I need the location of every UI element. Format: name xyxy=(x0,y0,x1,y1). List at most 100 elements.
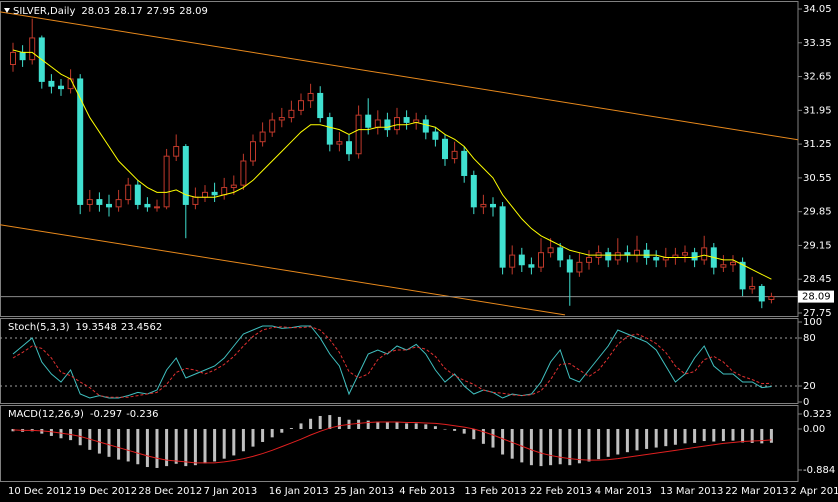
last-close: 28.09 xyxy=(179,6,208,17)
candle-body xyxy=(182,146,189,205)
macd-bar xyxy=(357,419,361,429)
macd-bar xyxy=(693,428,697,443)
macd-bar xyxy=(443,428,447,430)
candle-body xyxy=(701,247,708,261)
main-panel xyxy=(0,11,798,316)
last-low: 27.95 xyxy=(147,6,176,17)
x-tick-label: 22 Mar 2013 xyxy=(725,486,788,497)
candle-body xyxy=(634,249,640,256)
candle-body xyxy=(192,196,199,205)
macd-bar xyxy=(625,428,629,453)
y-tick-label: 32.65 xyxy=(803,72,832,83)
macd-bar xyxy=(97,428,101,454)
macd-bar xyxy=(78,428,82,446)
candle-body xyxy=(19,51,26,61)
macd-bar xyxy=(222,428,226,459)
macd-bar xyxy=(731,428,735,441)
macd-bar xyxy=(174,428,178,464)
candle-body xyxy=(307,92,314,102)
last-high: 28.17 xyxy=(114,6,143,17)
x-tick-label: 16 Jan 2013 xyxy=(269,486,329,497)
axes: 28.09 10 Dec 2012 19 Dec 2012 28 Dec 2012 7 … xyxy=(8,4,838,497)
macd-header: MACD(12,26,9) -0.297 -0.236 xyxy=(8,409,158,420)
candle-body xyxy=(653,257,660,261)
candle-body xyxy=(499,206,506,268)
macd-bar xyxy=(261,428,265,442)
candle-body xyxy=(528,264,535,268)
candle-body xyxy=(230,184,237,189)
macd-bar xyxy=(136,428,140,465)
macd-bar xyxy=(462,428,466,434)
candle-body xyxy=(144,203,151,208)
macd-bar xyxy=(337,416,341,429)
x-tick-label: 13 Feb 2013 xyxy=(464,486,526,497)
macd-bar xyxy=(165,428,169,467)
macd-bar xyxy=(510,428,514,459)
macd-bar xyxy=(606,428,610,457)
candle-body xyxy=(557,247,564,261)
x-tick-label: 22 Feb 2013 xyxy=(530,486,592,497)
price-marker xyxy=(798,290,834,303)
macd-bar xyxy=(241,428,245,452)
x-tick-label: 19 Dec 2012 xyxy=(73,486,137,497)
candle-body xyxy=(374,119,381,128)
signal-line xyxy=(12,421,772,464)
macd-bar xyxy=(760,428,764,444)
candle-body xyxy=(250,141,256,162)
candle-body xyxy=(269,119,276,133)
candle-body xyxy=(643,249,650,259)
macd-bar xyxy=(616,428,620,455)
macd-panel xyxy=(11,415,773,468)
macd-bar xyxy=(203,428,207,464)
candle-body xyxy=(211,191,218,196)
macd-bar xyxy=(539,428,543,467)
x-tick-label: 7 Jan 2013 xyxy=(204,486,258,497)
y-tick-label: 0 xyxy=(803,397,809,408)
macd-bar xyxy=(184,428,188,467)
candle-body xyxy=(470,174,477,208)
candle-body xyxy=(240,160,247,186)
macd-bar xyxy=(193,428,197,466)
macd-bar xyxy=(385,422,389,429)
signal-last: -0.236 xyxy=(126,409,158,420)
x-tick-label: 13 Mar 2013 xyxy=(660,486,723,497)
candle-body xyxy=(394,117,400,131)
macd-bar xyxy=(328,415,332,429)
candle-body xyxy=(480,203,487,208)
macd-bar xyxy=(721,428,725,442)
macd-bar xyxy=(702,428,706,442)
y-tick-label: 29.15 xyxy=(803,240,832,251)
x-tick-label: 25 Jan 2013 xyxy=(334,486,394,497)
macd-bar xyxy=(568,428,572,466)
candle-body xyxy=(317,92,324,119)
candle-body xyxy=(259,131,266,143)
candle-body xyxy=(422,119,429,133)
candle-body xyxy=(278,117,285,121)
indicator-line xyxy=(12,325,772,399)
symbol-title: SILVER,Daily xyxy=(13,6,75,17)
panel-frames xyxy=(0,1,799,482)
candle-body xyxy=(115,199,122,208)
y-tick-label: 29.85 xyxy=(803,207,832,218)
candle-body xyxy=(720,264,727,268)
x-tick-label: 2 Apr 2013 xyxy=(790,486,838,497)
macd-bar xyxy=(750,428,754,443)
candle-body xyxy=(288,109,295,119)
candle-body xyxy=(221,187,228,196)
macd-bar xyxy=(664,428,668,447)
candle-body xyxy=(682,252,688,256)
stoch-panel-frame xyxy=(0,318,799,404)
candle-body xyxy=(346,141,352,155)
macd-bar xyxy=(712,428,716,442)
candle-body xyxy=(10,51,16,65)
y-tick-label: 31.95 xyxy=(803,105,832,116)
candle-body xyxy=(442,138,448,160)
macd-bar xyxy=(558,428,562,465)
macd-bar xyxy=(309,418,313,429)
macd-bar xyxy=(126,428,130,462)
trendline xyxy=(0,11,798,141)
last-open: 28.03 xyxy=(81,6,110,17)
stoch-title: Stoch(5,3,3) xyxy=(8,322,70,333)
y-tick-label: 28.45 xyxy=(803,274,832,285)
